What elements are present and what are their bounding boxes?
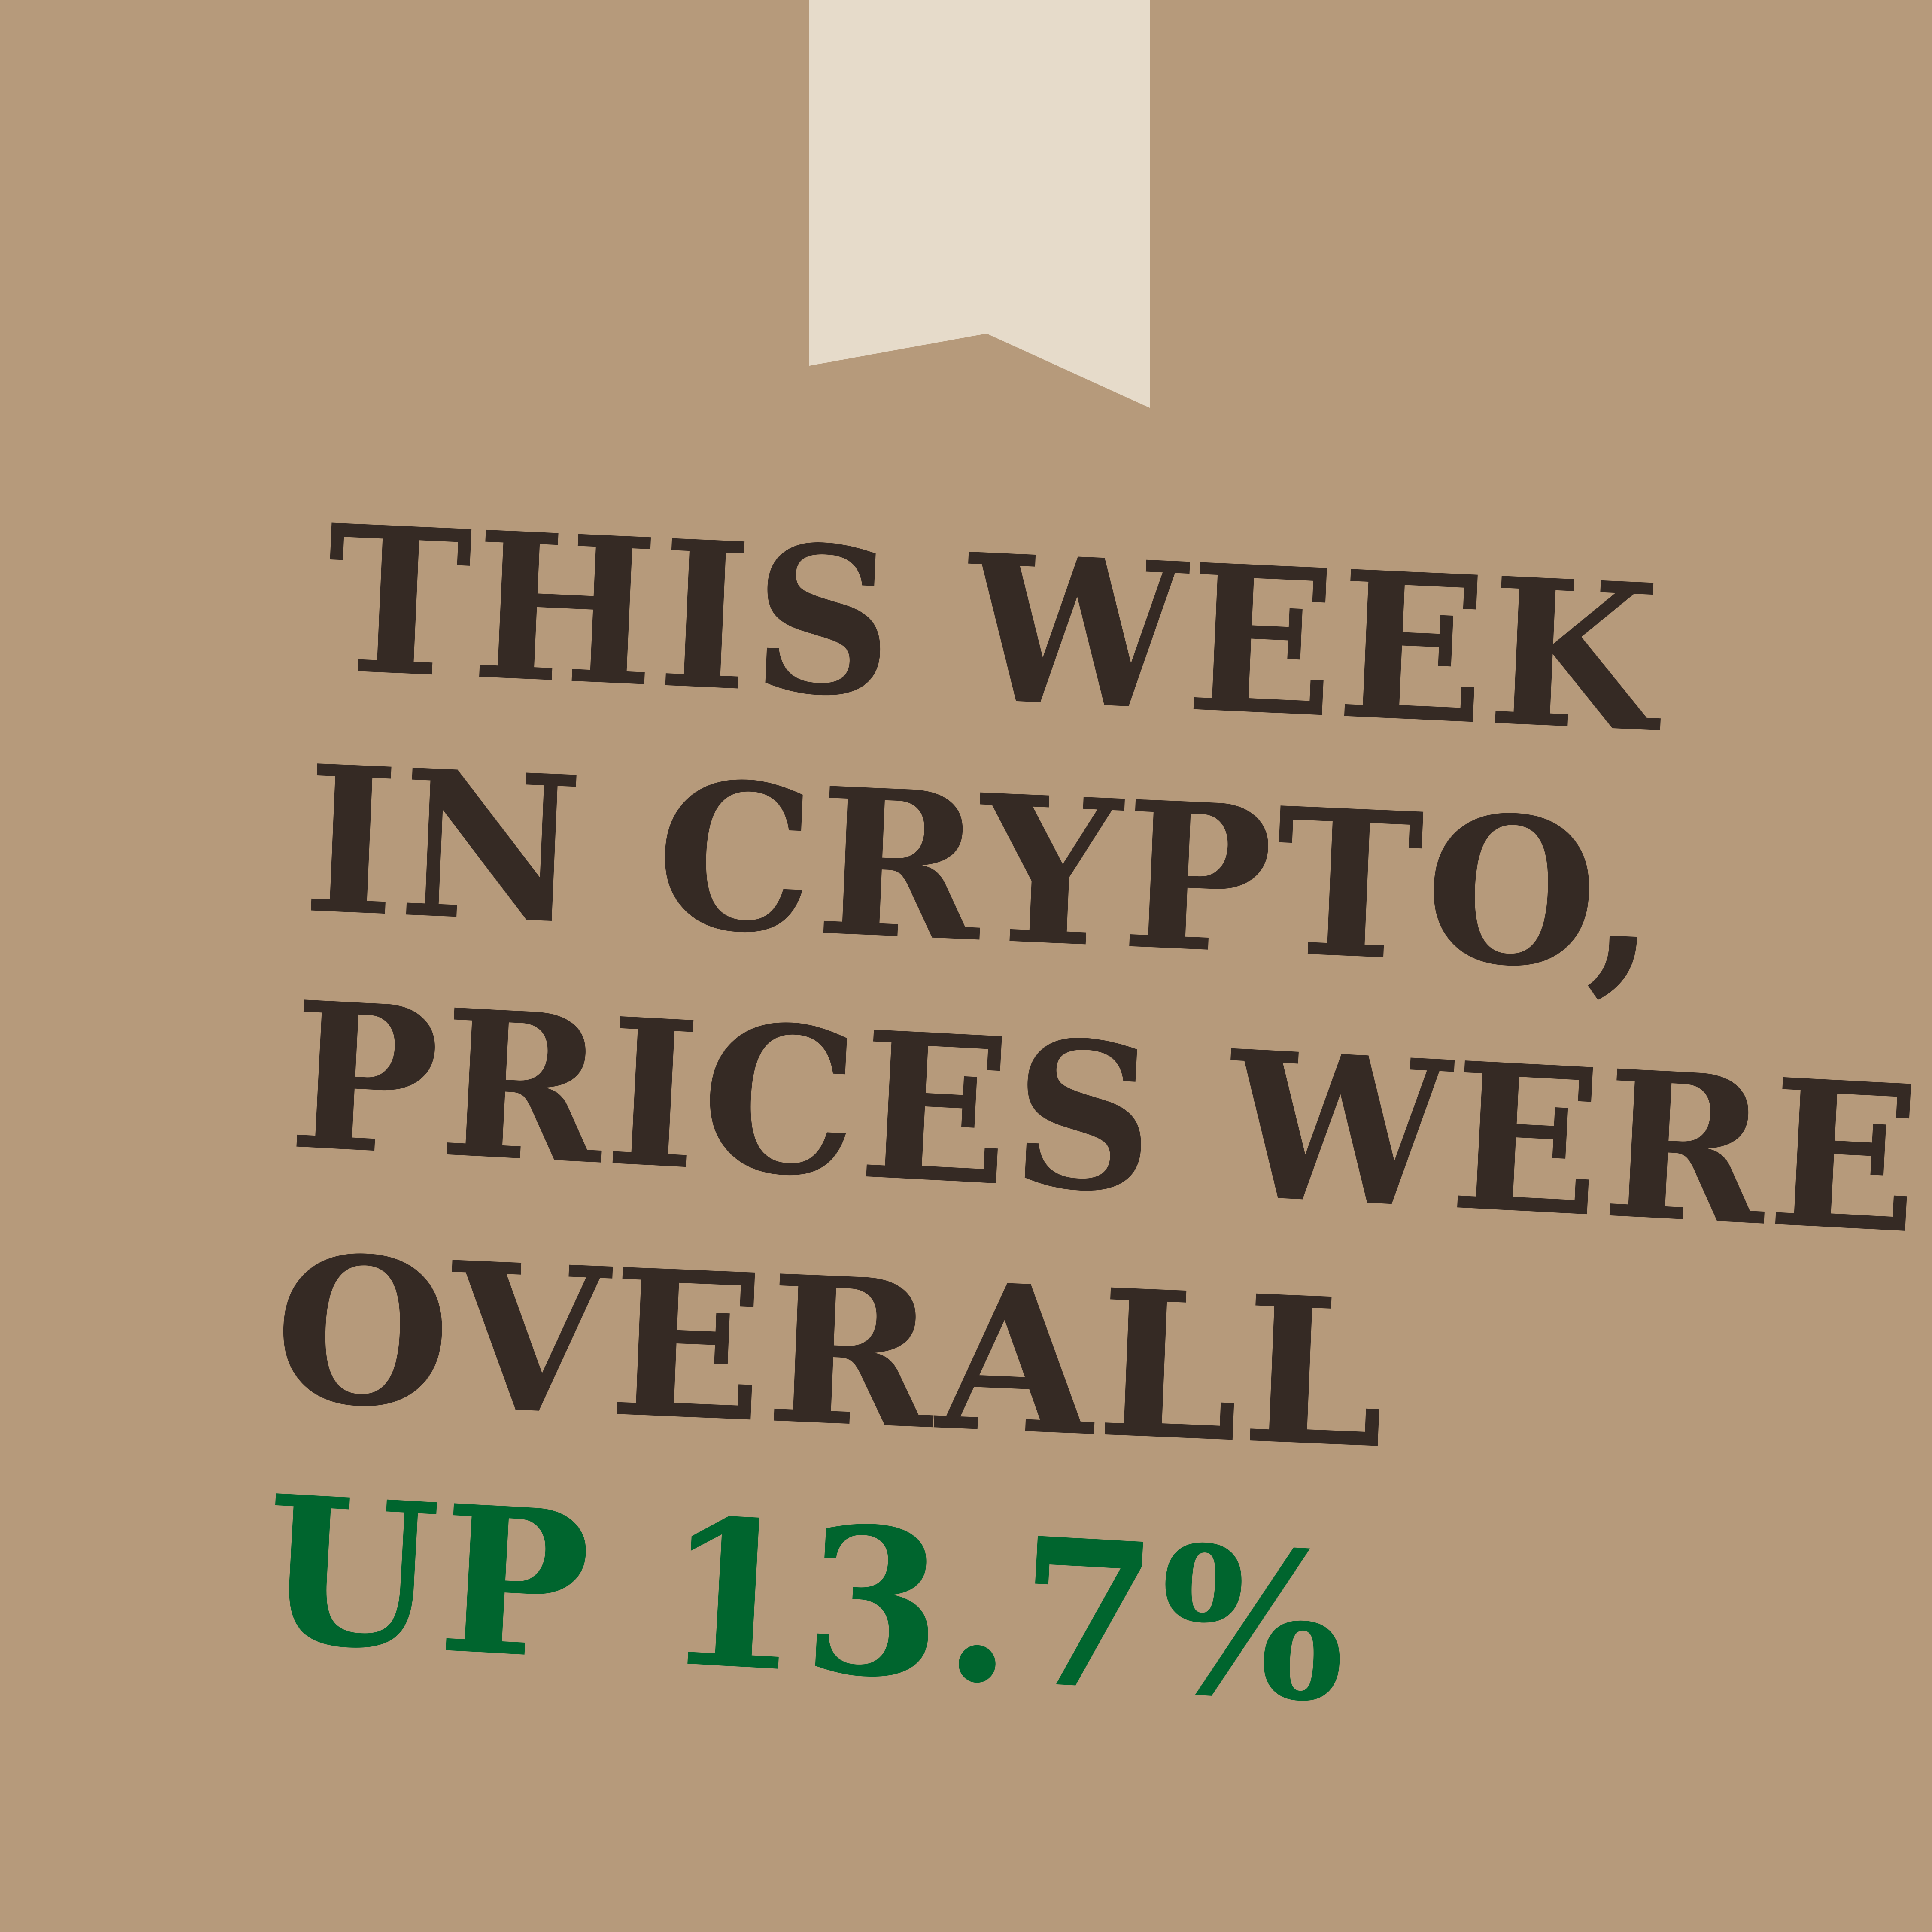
headline-line-1: THIS WEEK (320, 480, 1666, 778)
headline-change-value: UP 13.7% (258, 1451, 1356, 1748)
headline-line-2: IN CRYPTO, (299, 721, 1667, 1017)
headline-line-4: OVERALL (270, 1210, 1394, 1494)
headline-line-3: PRICES WERE (285, 957, 1929, 1279)
